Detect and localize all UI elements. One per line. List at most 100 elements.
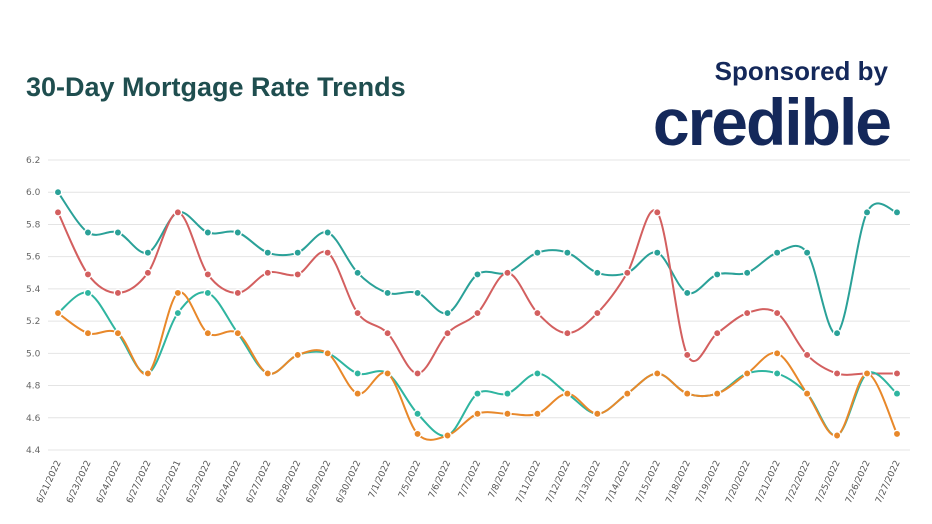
data-point[interactable] — [143, 369, 153, 378]
data-point[interactable] — [53, 208, 63, 217]
data-point[interactable] — [383, 328, 392, 338]
data-point[interactable] — [533, 369, 542, 378]
data-point[interactable] — [593, 308, 602, 318]
data-point[interactable] — [623, 268, 632, 278]
y-tick-label: 5.0 — [26, 349, 41, 359]
data-point[interactable] — [683, 350, 692, 360]
data-point[interactable] — [742, 268, 752, 278]
data-point[interactable] — [473, 270, 482, 279]
data-point[interactable] — [772, 308, 782, 318]
data-point[interactable] — [413, 409, 422, 418]
data-point[interactable] — [802, 350, 812, 360]
data-point[interactable] — [383, 369, 392, 378]
data-point[interactable] — [772, 248, 782, 257]
data-point[interactable] — [593, 268, 602, 278]
data-point[interactable] — [413, 288, 422, 298]
data-point[interactable] — [233, 328, 243, 338]
data-point[interactable] — [832, 328, 842, 338]
data-point[interactable] — [263, 248, 272, 257]
data-point[interactable] — [263, 369, 272, 378]
data-point[interactable] — [233, 228, 243, 237]
data-point[interactable] — [233, 288, 243, 298]
data-point[interactable] — [653, 248, 662, 257]
data-point[interactable] — [443, 431, 452, 440]
data-point[interactable] — [862, 208, 872, 217]
data-point[interactable] — [533, 248, 542, 257]
data-point[interactable] — [623, 389, 632, 398]
x-tick-label: 7/13/2022 — [575, 459, 604, 505]
data-point[interactable] — [832, 369, 842, 378]
data-point[interactable] — [862, 369, 872, 378]
data-point[interactable] — [712, 270, 722, 279]
data-point[interactable] — [113, 228, 123, 237]
data-point[interactable] — [53, 308, 63, 318]
data-point[interactable] — [323, 228, 332, 237]
data-point[interactable] — [473, 389, 482, 398]
data-point[interactable] — [742, 369, 752, 378]
data-point[interactable] — [772, 369, 782, 378]
data-point[interactable] — [143, 268, 153, 278]
data-point[interactable] — [802, 248, 812, 257]
data-point[interactable] — [53, 187, 63, 197]
data-point[interactable] — [742, 308, 752, 318]
data-point[interactable] — [712, 328, 722, 338]
data-point[interactable] — [83, 228, 93, 237]
data-point[interactable] — [892, 369, 902, 378]
x-tick-label: 7/25/2022 — [814, 459, 843, 505]
data-point[interactable] — [83, 270, 93, 279]
data-point[interactable] — [203, 328, 213, 338]
data-point[interactable] — [892, 389, 902, 398]
data-point[interactable] — [323, 248, 332, 257]
data-point[interactable] — [353, 268, 362, 278]
data-point[interactable] — [203, 228, 213, 237]
data-point[interactable] — [473, 308, 482, 318]
data-point[interactable] — [443, 328, 452, 338]
y-tick-label: 4.4 — [26, 446, 41, 456]
data-point[interactable] — [83, 328, 93, 338]
data-point[interactable] — [203, 270, 213, 279]
data-point[interactable] — [173, 208, 183, 217]
data-point[interactable] — [353, 369, 362, 378]
data-point[interactable] — [473, 409, 482, 418]
data-point[interactable] — [113, 328, 123, 338]
data-point[interactable] — [533, 409, 542, 418]
data-point[interactable] — [443, 308, 452, 318]
data-point[interactable] — [802, 389, 812, 398]
data-point[interactable] — [203, 288, 213, 298]
data-point[interactable] — [712, 389, 722, 398]
credible-logo[interactable]: credible — [652, 85, 892, 159]
data-point[interactable] — [413, 429, 422, 439]
data-point[interactable] — [683, 389, 692, 398]
data-point[interactable] — [563, 248, 572, 257]
data-point[interactable] — [293, 350, 302, 360]
data-point[interactable] — [383, 288, 392, 298]
data-point[interactable] — [83, 288, 93, 298]
data-point[interactable] — [323, 349, 332, 358]
data-point[interactable] — [353, 308, 362, 318]
data-point[interactable] — [293, 270, 302, 279]
data-point[interactable] — [563, 328, 572, 338]
data-point[interactable] — [533, 308, 542, 318]
data-point[interactable] — [113, 288, 123, 298]
data-point[interactable] — [892, 208, 902, 217]
data-point[interactable] — [293, 248, 302, 257]
data-point[interactable] — [353, 389, 362, 398]
data-point[interactable] — [683, 288, 692, 298]
data-point[interactable] — [503, 268, 512, 278]
data-point[interactable] — [173, 308, 183, 318]
data-point[interactable] — [653, 208, 662, 217]
data-point[interactable] — [772, 349, 782, 358]
data-point[interactable] — [503, 409, 512, 418]
data-point[interactable] — [593, 409, 602, 418]
data-point[interactable] — [503, 389, 512, 398]
data-point[interactable] — [143, 248, 153, 257]
data-point[interactable] — [173, 288, 183, 298]
x-tick-label: 6/29/2022 — [305, 459, 334, 505]
x-tick-label: 7/12/2022 — [545, 459, 574, 505]
data-point[interactable] — [653, 369, 662, 378]
data-point[interactable] — [263, 268, 272, 278]
data-point[interactable] — [832, 431, 842, 440]
data-point[interactable] — [892, 429, 902, 439]
data-point[interactable] — [413, 369, 422, 378]
data-point[interactable] — [563, 389, 572, 398]
